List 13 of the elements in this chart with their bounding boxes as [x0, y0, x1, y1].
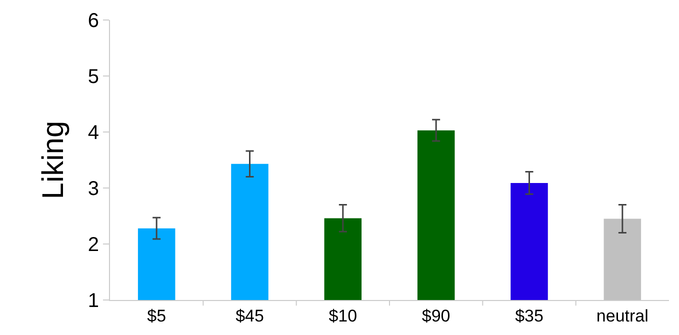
y-axis-title: Liking: [36, 120, 70, 200]
y-tick-label: 1: [88, 290, 99, 312]
y-tick-label: 6: [88, 10, 99, 32]
x-tick-label: $45: [236, 306, 264, 326]
y-tick-label: 5: [88, 66, 99, 88]
y-tick-label: 2: [88, 234, 99, 256]
y-tick-label: 4: [88, 122, 99, 144]
x-tick-label: $35: [515, 306, 544, 326]
x-tick-label: neutral: [596, 306, 648, 326]
x-tick-label: $90: [422, 306, 450, 326]
x-tick-label: $10: [328, 306, 358, 326]
y-tick-label: 3: [88, 178, 99, 200]
x-tick-label: $5: [147, 306, 166, 326]
